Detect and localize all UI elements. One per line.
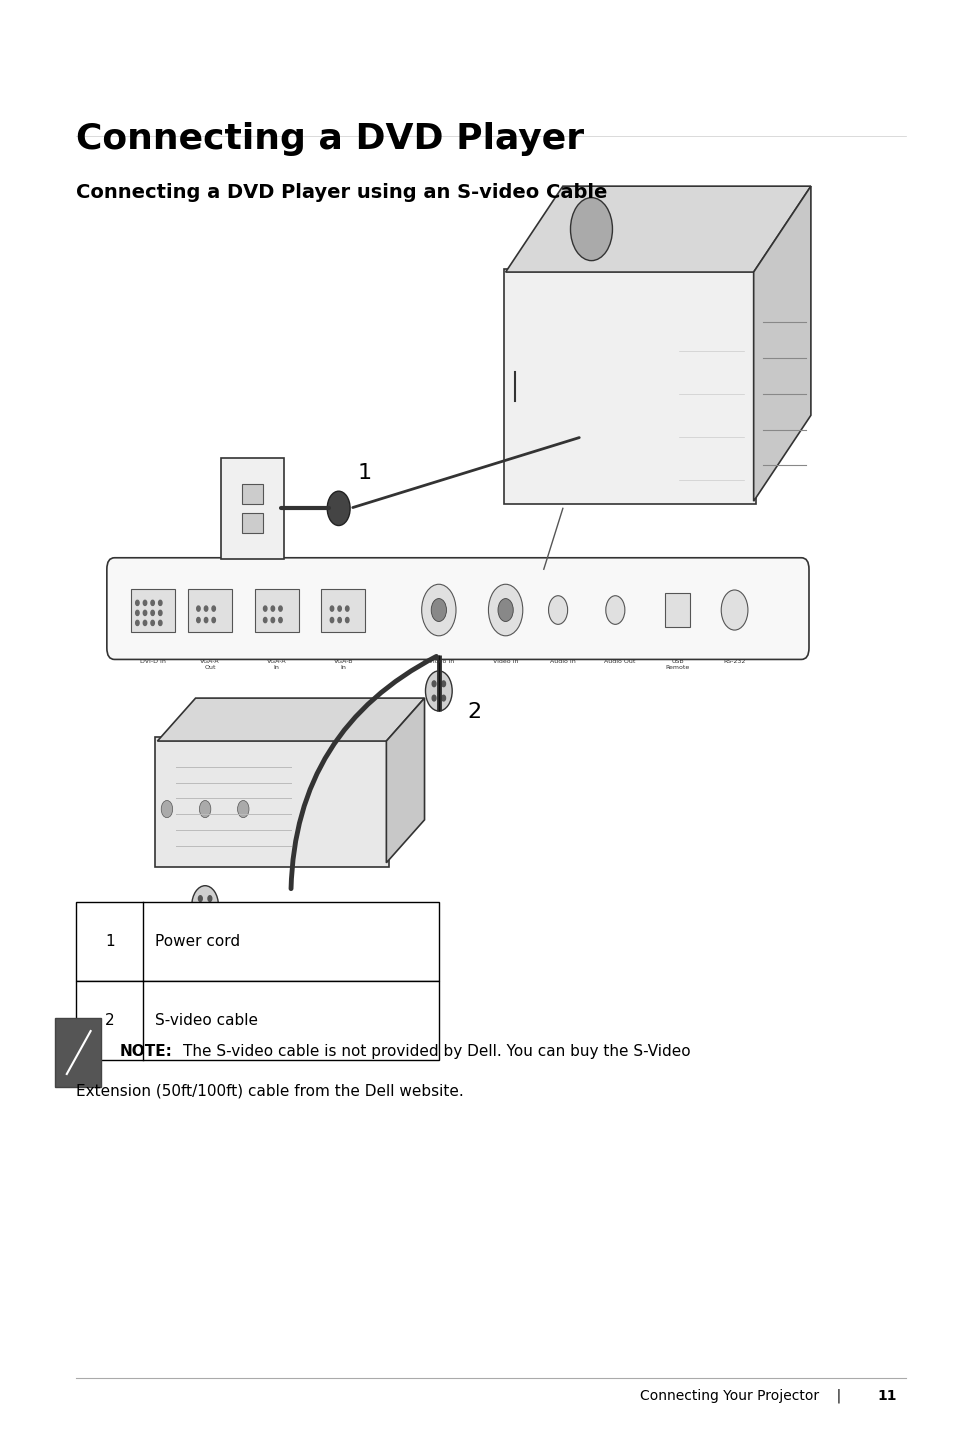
Circle shape	[271, 606, 274, 611]
Text: Video In: Video In	[493, 660, 517, 664]
Text: 2: 2	[105, 1012, 114, 1028]
FancyBboxPatch shape	[107, 558, 808, 660]
Circle shape	[330, 617, 334, 623]
Text: RS-232: RS-232	[722, 660, 745, 664]
Polygon shape	[157, 699, 424, 742]
Text: S-Video In: S-Video In	[423, 660, 454, 664]
Circle shape	[135, 610, 139, 616]
Circle shape	[151, 620, 154, 626]
Circle shape	[425, 672, 452, 712]
Circle shape	[327, 491, 350, 526]
Circle shape	[237, 800, 249, 818]
Text: 11: 11	[877, 1389, 896, 1403]
Text: NOTE:: NOTE:	[119, 1044, 172, 1058]
Text: VGA-A
Out: VGA-A Out	[200, 660, 219, 670]
Circle shape	[199, 800, 211, 818]
Circle shape	[720, 590, 747, 630]
Text: DVI-D In: DVI-D In	[139, 660, 166, 664]
Circle shape	[204, 617, 208, 623]
Polygon shape	[753, 186, 810, 501]
Circle shape	[192, 885, 218, 927]
FancyBboxPatch shape	[242, 484, 263, 504]
Circle shape	[158, 610, 162, 616]
Circle shape	[345, 617, 349, 623]
Text: Power cord: Power cord	[154, 934, 239, 949]
Bar	[76, 981, 438, 1060]
Circle shape	[497, 599, 513, 621]
Polygon shape	[505, 186, 810, 272]
Circle shape	[212, 617, 215, 623]
FancyBboxPatch shape	[154, 736, 389, 866]
Circle shape	[570, 198, 612, 261]
Circle shape	[548, 596, 567, 624]
Text: Connecting Your Projector    |: Connecting Your Projector |	[639, 1389, 858, 1403]
Circle shape	[337, 606, 341, 611]
FancyBboxPatch shape	[131, 589, 174, 632]
Polygon shape	[386, 699, 424, 862]
Circle shape	[143, 600, 147, 606]
FancyBboxPatch shape	[242, 513, 263, 533]
FancyBboxPatch shape	[664, 593, 689, 627]
Circle shape	[208, 911, 212, 916]
Circle shape	[143, 620, 147, 626]
Circle shape	[204, 606, 208, 611]
FancyBboxPatch shape	[188, 589, 232, 632]
Bar	[76, 902, 438, 981]
Circle shape	[198, 911, 202, 916]
Circle shape	[198, 896, 202, 902]
Circle shape	[208, 896, 212, 902]
FancyBboxPatch shape	[503, 269, 755, 504]
Circle shape	[431, 599, 446, 621]
Circle shape	[271, 617, 274, 623]
Circle shape	[488, 584, 522, 636]
Circle shape	[135, 620, 139, 626]
Circle shape	[337, 617, 341, 623]
Text: Connecting a DVD Player: Connecting a DVD Player	[76, 122, 584, 156]
Text: Connecting a DVD Player using an S-video Cable: Connecting a DVD Player using an S-video…	[76, 183, 607, 202]
FancyBboxPatch shape	[254, 589, 298, 632]
Circle shape	[278, 606, 282, 611]
Circle shape	[432, 682, 436, 687]
Circle shape	[151, 600, 154, 606]
Text: S-video cable: S-video cable	[154, 1012, 257, 1028]
Circle shape	[441, 682, 445, 687]
Circle shape	[161, 800, 172, 818]
Text: The S-video cable is not provided by Dell. You can buy the S-Video: The S-video cable is not provided by Del…	[183, 1044, 690, 1058]
Circle shape	[143, 610, 147, 616]
Text: 1: 1	[105, 934, 114, 949]
FancyBboxPatch shape	[321, 589, 365, 632]
Circle shape	[212, 606, 215, 611]
Circle shape	[196, 606, 200, 611]
Circle shape	[441, 696, 445, 702]
Circle shape	[605, 596, 624, 624]
Circle shape	[151, 610, 154, 616]
Text: 2: 2	[467, 703, 481, 722]
Circle shape	[135, 600, 139, 606]
Circle shape	[263, 606, 267, 611]
Circle shape	[421, 584, 456, 636]
Circle shape	[158, 620, 162, 626]
Circle shape	[432, 696, 436, 702]
Circle shape	[345, 606, 349, 611]
Text: 1: 1	[357, 463, 372, 483]
Text: Audio Out: Audio Out	[604, 660, 635, 664]
FancyBboxPatch shape	[55, 1018, 101, 1087]
Text: VGA-B
In: VGA-B In	[334, 660, 353, 670]
Circle shape	[158, 600, 162, 606]
FancyBboxPatch shape	[221, 458, 284, 558]
Circle shape	[278, 617, 282, 623]
Text: Extension (50ft/100ft) cable from the Dell website.: Extension (50ft/100ft) cable from the De…	[76, 1084, 463, 1098]
Text: VGA-A
In: VGA-A In	[267, 660, 286, 670]
Text: USB
Remote: USB Remote	[664, 660, 689, 670]
Text: Audio In: Audio In	[550, 660, 575, 664]
Circle shape	[196, 617, 200, 623]
Circle shape	[330, 606, 334, 611]
Circle shape	[263, 617, 267, 623]
